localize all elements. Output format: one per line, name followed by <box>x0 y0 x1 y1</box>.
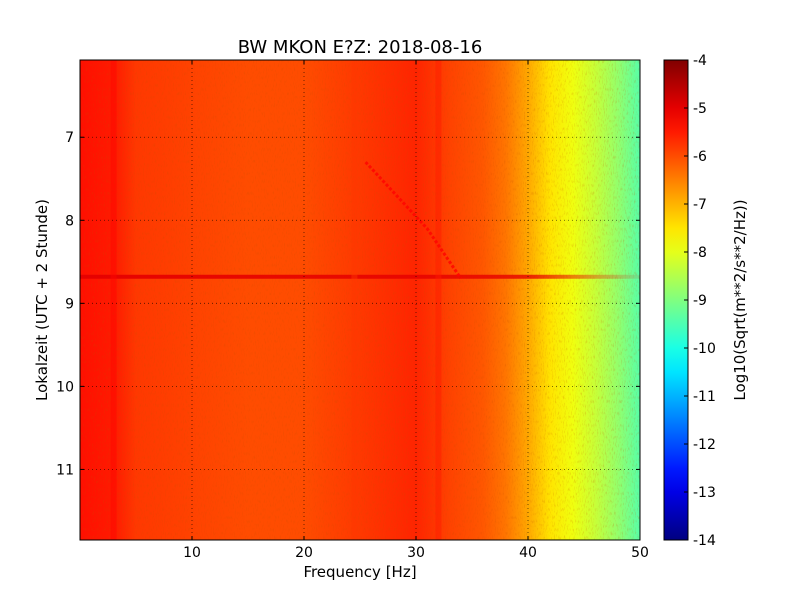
colorbar-tick-label: -11 <box>693 389 716 405</box>
colorbar-tick-label: -4 <box>693 53 707 69</box>
colorbar-tick-label: -12 <box>693 437 716 453</box>
spectrogram-texture <box>80 60 640 540</box>
y-tick-label: 8 <box>65 213 74 229</box>
spectrogram-features <box>80 60 640 540</box>
x-tick-label: 10 <box>183 545 201 561</box>
colorbar-ticks: -4 -5 -6 -7 -8 -9 -10 -11 -12 -13 -14 <box>684 53 716 549</box>
grid-lines <box>80 60 640 540</box>
plot-frame <box>79 59 641 541</box>
colorbar-tick-label: -8 <box>693 245 707 261</box>
colorbar-tick-label: -10 <box>693 341 716 357</box>
drift-line <box>364 161 463 280</box>
x-axis-ticks: 10 20 30 40 50 <box>183 60 649 561</box>
spectrogram-image <box>80 60 640 540</box>
y-axis-label: Lokalzeit (UTC + 2 Stunde) <box>33 199 51 401</box>
y-tick-label: 11 <box>56 462 74 478</box>
colorbar-tick-label: -9 <box>693 293 707 309</box>
y-axis-ticks: 7 8 9 10 11 <box>56 130 640 478</box>
chart-title: BW MKON E?Z: 2018-08-16 <box>238 37 483 58</box>
vertical-band <box>435 60 442 540</box>
colorbar-label: Log10(Sqrt(m**2/s**2/Hz)) <box>731 199 749 400</box>
horizontal-band <box>80 274 640 279</box>
x-tick-label: 40 <box>519 545 537 561</box>
colorbar-tick-label: -14 <box>693 533 716 549</box>
colorbar-tick-label: -13 <box>693 485 716 501</box>
x-tick-label: 20 <box>295 545 313 561</box>
y-tick-label: 10 <box>56 379 74 395</box>
colorbar-tick-label: -5 <box>693 101 707 117</box>
x-tick-label: 50 <box>631 545 649 561</box>
colorbar-tick-label: -6 <box>693 149 707 165</box>
y-tick-label: 9 <box>65 296 74 312</box>
vertical-band <box>351 60 358 540</box>
vertical-band <box>110 60 117 540</box>
y-tick-label: 7 <box>65 130 74 146</box>
x-axis-label: Frequency [Hz] <box>303 563 416 581</box>
x-tick-label: 30 <box>407 545 425 561</box>
colorbar-tick-label: -7 <box>693 197 707 213</box>
